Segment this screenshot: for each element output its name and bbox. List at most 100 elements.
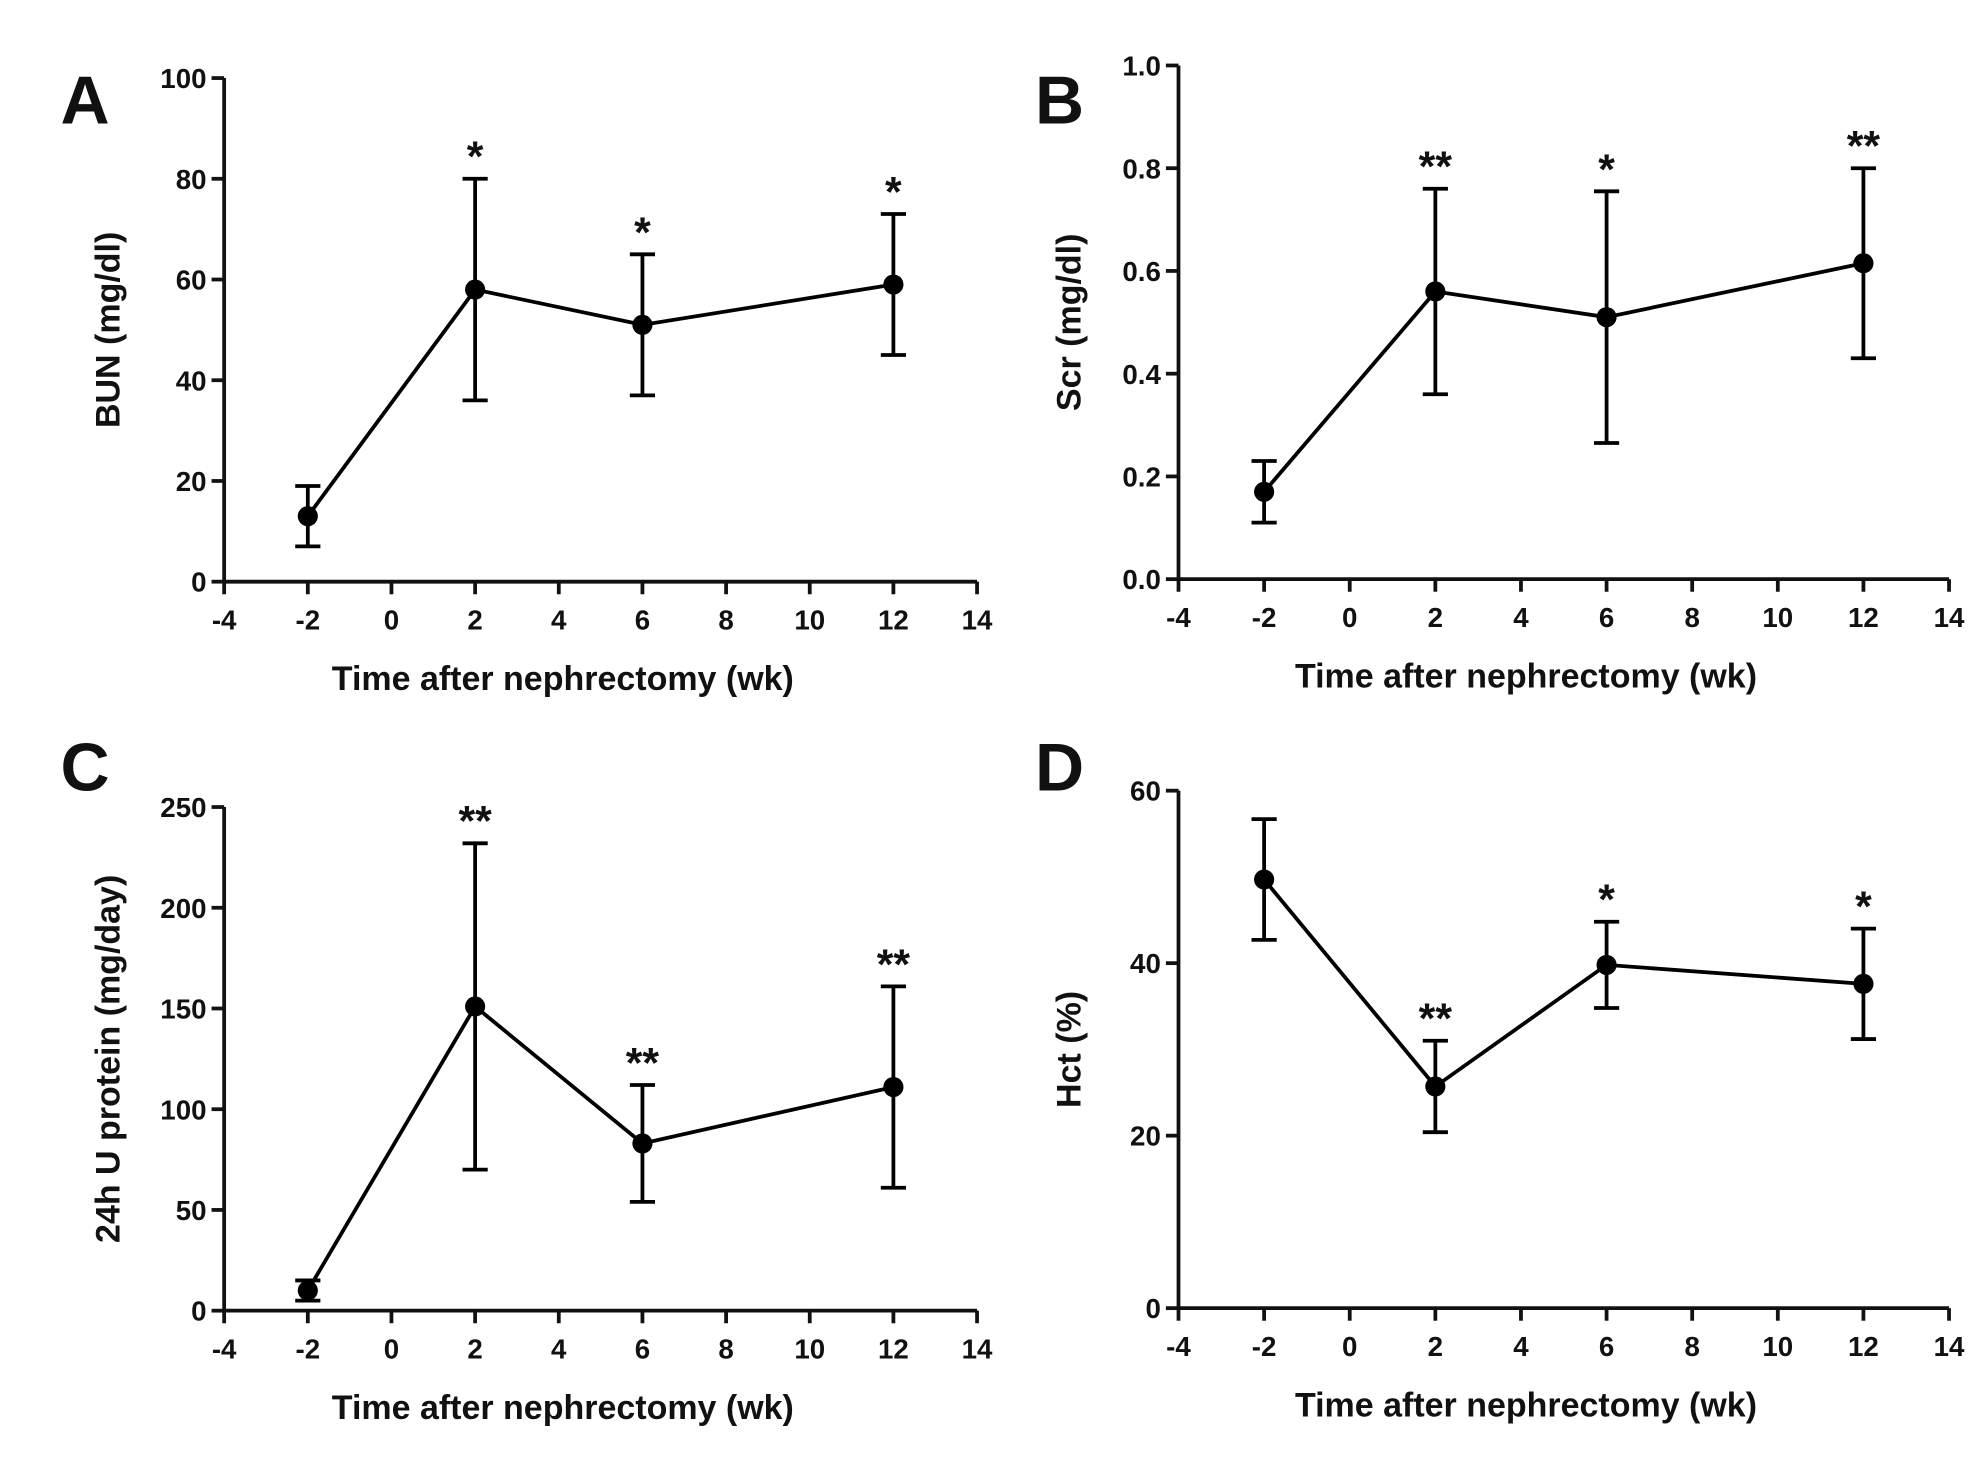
x-tick-label: -2 xyxy=(1252,1331,1277,1362)
y-tick-label: 20 xyxy=(1130,1121,1161,1152)
data-point xyxy=(883,274,904,295)
y-tick-label: 0.0 xyxy=(1122,564,1160,595)
data-point xyxy=(1853,253,1874,274)
x-tick-label: 12 xyxy=(1848,1331,1879,1362)
x-tick-label: 8 xyxy=(1684,1331,1699,1362)
y-tick-label: 0.4 xyxy=(1122,359,1161,390)
x-tick-label: 2 xyxy=(1428,1331,1443,1362)
significance-label: ** xyxy=(458,798,492,846)
x-tick-label: 10 xyxy=(794,605,825,636)
y-axis-title: 24h U protein (mg/day) xyxy=(90,875,128,1243)
panel-letter: C xyxy=(60,730,109,806)
x-tick-label: -4 xyxy=(212,1334,237,1365)
x-tick-label: 0 xyxy=(384,1334,399,1365)
x-tick-label: -2 xyxy=(1252,602,1277,633)
x-tick-label: 2 xyxy=(467,1334,482,1365)
data-line xyxy=(1262,261,1864,494)
data-line xyxy=(306,282,894,518)
panel: B -4 -2 0 2 4 6 8 10 12 14 0.0 0.2 0.4 0.6 0.8 1.0 Time a… xyxy=(1035,51,1965,696)
x-tick-label: 4 xyxy=(551,1334,567,1365)
x-tick-label: 6 xyxy=(1599,1331,1614,1362)
y-tick-label: 100 xyxy=(160,1094,206,1125)
y-tick-label: 0.6 xyxy=(1122,256,1160,287)
y-tick-label: 40 xyxy=(176,365,207,396)
x-tick-label: 10 xyxy=(794,1334,825,1365)
x-axis-title: Time after nephrectomy (wk) xyxy=(1295,1386,1757,1424)
x-tick-label: 6 xyxy=(635,605,650,636)
y-tick-label: 40 xyxy=(1130,948,1161,979)
x-axis-title: Time after nephrectomy (wk) xyxy=(332,1389,794,1427)
significance-label: * xyxy=(634,209,651,257)
data-point xyxy=(1254,869,1275,890)
data-point xyxy=(1596,307,1617,328)
data-point xyxy=(1596,954,1617,975)
y-tick-label: 150 xyxy=(160,994,206,1025)
y-tick-label: 60 xyxy=(1130,776,1161,807)
y-axis-title: Scr (mg/dl) xyxy=(1050,234,1088,412)
x-tick-label: 4 xyxy=(1513,602,1529,633)
significance-label: ** xyxy=(877,941,911,989)
y-tick-label: 80 xyxy=(176,164,207,195)
significance-label: ** xyxy=(1847,123,1881,171)
panel: A -4 -2 0 2 4 6 8 10 12 14 0 20 40 60 80 100 Time after n… xyxy=(60,62,993,698)
panel: D -4 -2 0 2 4 6 8 10 12 14 0 20 40 60 Time after nephre… xyxy=(1035,730,1965,1425)
y-tick-label: 1.0 xyxy=(1122,51,1160,82)
significance-label: * xyxy=(1598,876,1615,924)
x-tick-label: 10 xyxy=(1762,1331,1793,1362)
x-tick-label: -2 xyxy=(295,605,320,636)
x-axis-title: Time after nephrectomy (wk) xyxy=(332,660,794,698)
x-tick-label: 4 xyxy=(551,605,567,636)
significance-label: ** xyxy=(626,1039,660,1087)
data-point xyxy=(1425,281,1446,302)
x-tick-label: 0 xyxy=(1342,602,1357,633)
x-tick-label: 10 xyxy=(1762,602,1793,633)
y-axis-title: BUN (mg/dl) xyxy=(90,232,128,428)
panel-letter: D xyxy=(1035,730,1084,806)
x-tick-label: 12 xyxy=(878,605,909,636)
data-point xyxy=(297,1280,318,1301)
x-tick-label: 12 xyxy=(878,1334,909,1365)
x-tick-label: 12 xyxy=(1848,602,1879,633)
data-point xyxy=(883,1076,904,1098)
x-tick-label: -4 xyxy=(212,605,237,636)
y-axis-title: Hct (%) xyxy=(1050,991,1088,1108)
data-point xyxy=(465,279,486,300)
y-tick-label: 0 xyxy=(191,567,206,598)
x-axis-title: Time after nephrectomy (wk) xyxy=(1295,657,1757,695)
x-tick-label: 0 xyxy=(1342,1331,1357,1362)
data-point xyxy=(465,996,486,1017)
x-tick-label: -2 xyxy=(295,1334,320,1365)
data-point xyxy=(297,506,318,527)
data-point xyxy=(632,1133,653,1154)
x-tick-label: -4 xyxy=(1166,1331,1191,1362)
x-tick-label: 14 xyxy=(962,1334,993,1365)
x-tick-label: 14 xyxy=(1934,1331,1965,1362)
y-tick-label: 0 xyxy=(191,1296,206,1327)
x-tick-label: 8 xyxy=(1684,602,1699,633)
y-tick-label: 20 xyxy=(176,466,207,497)
significance-label: * xyxy=(1598,146,1615,194)
significance-label: * xyxy=(467,133,484,181)
x-tick-label: 4 xyxy=(1513,1331,1529,1362)
data-line xyxy=(1262,878,1864,1090)
significance-label: ** xyxy=(1419,995,1453,1043)
data-point xyxy=(1425,1076,1446,1097)
panel-letter: B xyxy=(1035,62,1084,138)
data-point xyxy=(632,314,653,335)
data-point xyxy=(1254,481,1275,502)
x-tick-label: 2 xyxy=(467,605,482,636)
x-tick-label: 6 xyxy=(1599,602,1614,633)
data-point xyxy=(1853,973,1874,994)
significance-label: ** xyxy=(1419,143,1453,191)
x-tick-label: 6 xyxy=(635,1334,650,1365)
y-tick-label: 100 xyxy=(160,63,206,94)
x-tick-label: 8 xyxy=(718,605,733,636)
x-tick-label: 8 xyxy=(718,1334,733,1365)
panel: C -4 -2 0 2 4 6 8 10 12 14 0 50 100 150 200 250 Time afte… xyxy=(60,730,993,1427)
y-tick-label: 200 xyxy=(160,893,206,924)
x-tick-label: 2 xyxy=(1428,602,1443,633)
y-tick-label: 60 xyxy=(176,265,207,296)
significance-label: * xyxy=(885,168,902,216)
